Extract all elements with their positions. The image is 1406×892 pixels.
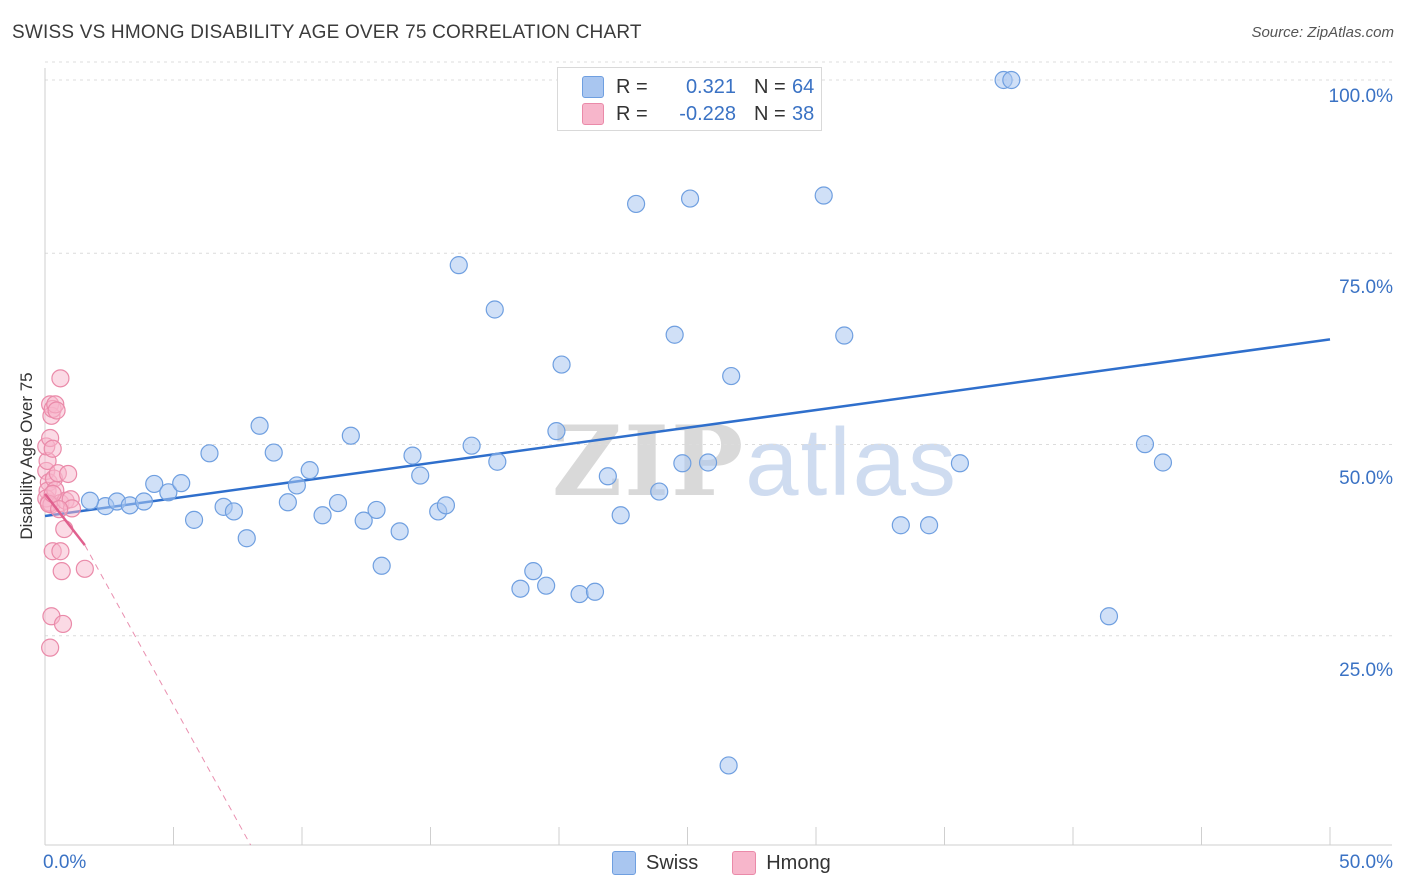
x-tick-label-50: 50.0%: [1339, 852, 1393, 873]
swiss-point: [328, 493, 348, 513]
swiss-point: [719, 756, 738, 775]
swiss-point: [145, 474, 164, 494]
swiss-point: [835, 326, 854, 345]
swiss-point: [159, 483, 178, 502]
chart-title: SWISS VS HMONG DISABILITY AGE OVER 75 CO…: [12, 22, 642, 43]
swiss-point: [598, 467, 617, 486]
source-credit: Source: ZipAtlas.com: [1251, 24, 1394, 41]
y-tick-label-75: 75.0%: [1339, 277, 1393, 298]
swiss-point: [919, 516, 939, 535]
swiss-point: [80, 491, 100, 510]
hmong-point: [43, 439, 62, 458]
y-tick-label-25: 25.0%: [1339, 660, 1393, 681]
swiss-point: [1135, 435, 1155, 454]
watermark-atlas: atlas: [745, 409, 958, 516]
swiss-point: [250, 416, 269, 435]
swiss-point: [237, 529, 256, 548]
swiss-point: [680, 189, 700, 208]
swiss-point: [950, 454, 970, 473]
trendline-hmong-extrapolated: [84, 544, 252, 846]
swiss-point: [552, 355, 571, 374]
swiss-point: [1099, 607, 1119, 626]
hmong-point: [47, 401, 66, 420]
swiss-point: [570, 584, 589, 604]
r-value: -0.228: [679, 102, 736, 125]
swiss-point: [264, 443, 283, 462]
swiss-point: [184, 510, 204, 529]
legend-swatch-swiss: [612, 851, 636, 875]
r-label: R =: [616, 75, 648, 98]
series-legend: Swiss Hmong: [612, 851, 865, 875]
swiss-point: [485, 300, 504, 319]
x-tick-label-0: 0.0%: [43, 852, 87, 873]
swiss-point: [367, 500, 386, 520]
swiss-point: [313, 506, 332, 525]
swiss-point: [462, 436, 481, 455]
swiss-point: [372, 556, 391, 575]
swiss-point: [665, 325, 684, 344]
swiss-point: [611, 506, 630, 525]
hmong-point: [51, 542, 70, 561]
hmong-point: [52, 562, 71, 581]
swiss-point: [537, 576, 556, 595]
trendline-swiss: [44, 338, 1331, 518]
trendline-hmong: [44, 493, 86, 546]
legend-row-swiss: R = 0.321 N = 64: [582, 74, 814, 100]
n-value: 38: [792, 102, 815, 125]
swiss-point: [547, 422, 566, 441]
swiss-point: [488, 452, 507, 471]
swiss-point: [524, 562, 543, 581]
swiss-point: [300, 461, 319, 480]
legend-swatch-hmong: [732, 851, 757, 875]
hmong-point: [59, 464, 78, 484]
legend-label-swiss: Swiss: [646, 851, 699, 874]
swiss-point: [200, 444, 219, 463]
legend-row-hmong: R = -0.228 N = 38: [582, 101, 814, 127]
swiss-point: [287, 476, 306, 495]
legend-item-hmong: Hmong: [732, 851, 831, 875]
legend-label-hmong: Hmong: [766, 851, 831, 874]
swiss-point: [650, 482, 669, 501]
swiss-point: [341, 426, 360, 445]
swiss-point: [278, 493, 297, 512]
hmong-point: [55, 519, 74, 539]
swiss-point: [585, 582, 605, 601]
n-value: 64: [792, 75, 815, 98]
y-tick-label-100: 100.0%: [1328, 86, 1393, 107]
swiss-point: [403, 446, 422, 465]
hmong-point: [53, 614, 73, 634]
swiss-point: [1153, 453, 1173, 472]
legend-item-swiss: Swiss: [612, 851, 698, 875]
swiss-point: [626, 194, 646, 214]
swatch-swiss: [582, 76, 604, 98]
swiss-point: [411, 466, 430, 485]
swiss-point: [134, 492, 154, 511]
swiss-point: [698, 453, 718, 472]
swiss-point: [722, 366, 741, 386]
swatch-hmong: [582, 103, 604, 125]
r-value: 0.321: [685, 75, 736, 98]
hmong-point: [75, 559, 94, 578]
swiss-point: [436, 496, 456, 515]
hmong-point: [51, 369, 70, 388]
r-label: R =: [616, 102, 648, 125]
swiss-point: [814, 186, 833, 205]
swiss-point: [891, 516, 910, 535]
correlation-legend: R = 0.321 N = 64 R = -0.228 N = 38: [557, 67, 822, 131]
hmong-point: [41, 638, 60, 657]
swiss-point: [354, 511, 373, 530]
swiss-point: [224, 502, 243, 521]
swiss-point: [390, 522, 409, 541]
swiss-point: [449, 256, 468, 275]
y-axis-label: Disability Age Over 75: [17, 372, 36, 540]
n-label: N =: [754, 102, 786, 125]
swiss-point: [172, 474, 191, 493]
swiss-point: [511, 579, 530, 598]
swiss-point: [1002, 70, 1021, 90]
hmong-point: [43, 484, 62, 503]
n-label: N =: [754, 75, 786, 98]
swiss-point: [673, 454, 692, 473]
y-tick-label-50: 50.0%: [1339, 468, 1393, 489]
